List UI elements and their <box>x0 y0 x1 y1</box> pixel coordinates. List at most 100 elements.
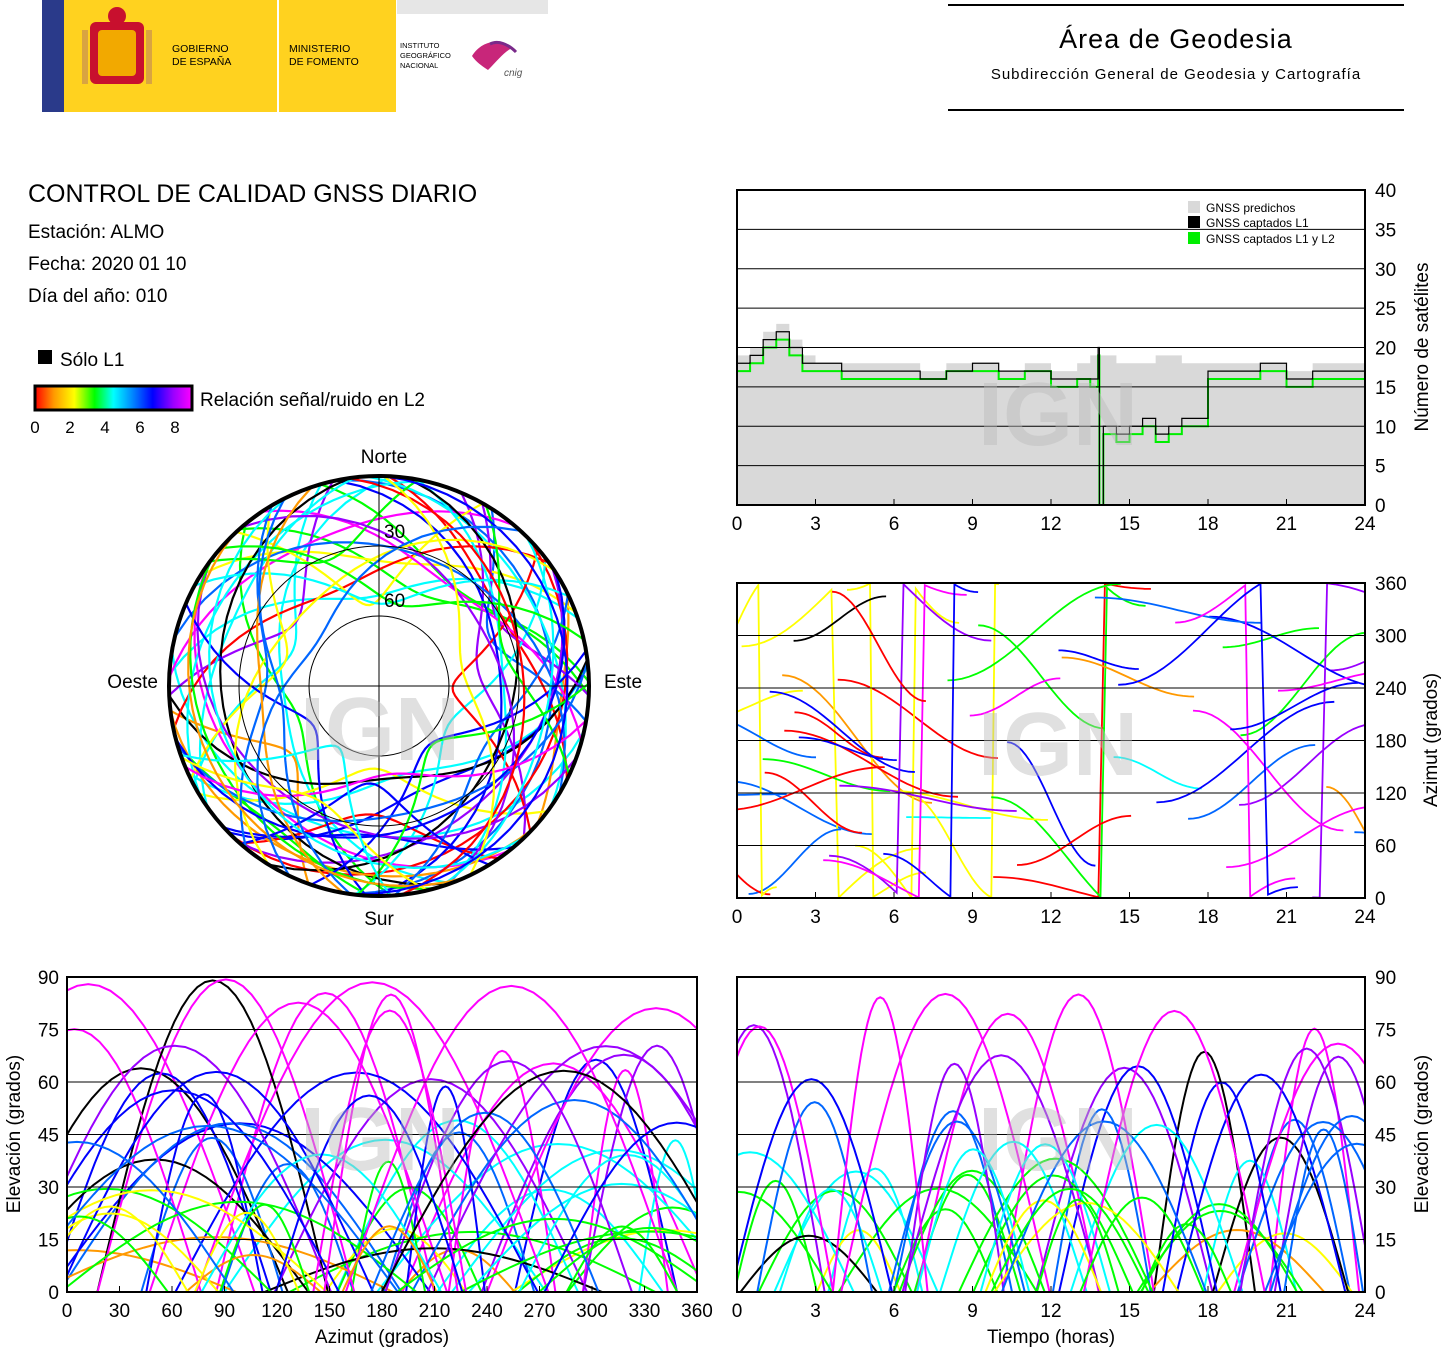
legend: Sólo L1 Relación señal/ruido en L2 0 2 4… <box>30 350 425 437</box>
elev-azimuth-track <box>67 1189 328 1292</box>
x-tick-label: 21 <box>1276 907 1297 928</box>
area-header: Área de Geodesia Subdirección General de… <box>948 4 1404 112</box>
elev-azimuth-track <box>140 1136 284 1292</box>
ring-label-60: 60 <box>384 591 405 612</box>
azimuth-track <box>737 689 803 713</box>
sky-track <box>184 719 587 797</box>
azimuth-track <box>837 678 998 759</box>
x-tick-label: 300 <box>576 1301 608 1322</box>
sky-track <box>239 813 499 860</box>
elev-azimuth-track <box>384 1060 633 1292</box>
legend-swatch-predicted <box>1188 201 1200 213</box>
azimuth-track <box>1094 596 1262 624</box>
azimuth-track <box>832 590 926 702</box>
azimuth-track <box>1277 672 1365 692</box>
elev-time-track <box>904 1062 1005 1292</box>
elev-time-track <box>898 1169 1046 1292</box>
num-sats-legend: GNSS predichos GNSS captados L1 GNSS cap… <box>1188 201 1335 246</box>
azimuth-time-chart: 0 3 6 9 12 15 18 21 24 0 60 120 180 240 300 360 Azimut… <box>732 574 1442 928</box>
ministry-line2: DE FOMENTO <box>289 56 359 68</box>
x-tick-label: 210 <box>419 1301 451 1322</box>
elev-time-track <box>1263 1142 1365 1292</box>
elev-time-track <box>990 1187 1150 1292</box>
azimuth-track <box>947 583 1121 682</box>
sky-track <box>383 476 496 876</box>
elev-azimuth-track <box>517 1237 697 1292</box>
inst-line2: GEOGRÁFICO <box>400 51 451 60</box>
num-sats-frame <box>736 189 1366 506</box>
elev-azimuth-track <box>67 1212 220 1292</box>
area-rules <box>948 4 1404 111</box>
snr-tick: 8 <box>170 418 179 437</box>
azimuth-track <box>1113 756 1202 790</box>
header-logos: GOBIERNO DE ESPAÑA MINISTERIO DE FOMENTO… <box>42 0 548 112</box>
sky-track <box>310 650 587 886</box>
sky-track <box>240 782 490 866</box>
elev-time-track <box>1136 1209 1304 1292</box>
sky-track <box>169 659 589 786</box>
azimuth-track <box>737 583 777 898</box>
azimuth-track <box>737 873 771 896</box>
azimuth-track <box>829 583 992 895</box>
sky-track <box>181 756 429 892</box>
elev-azimuth-track <box>67 1205 189 1292</box>
snr-label: Relación señal/ruido en L2 <box>200 390 425 411</box>
elev-azimuth-track <box>350 1160 427 1292</box>
azimuth-track <box>883 583 979 898</box>
x-tick-label: 21 <box>1276 1301 1297 1322</box>
elev-azimuth-track <box>264 1247 603 1292</box>
ministry-panel <box>278 0 396 112</box>
y-tick-label: 45 <box>38 1126 59 1147</box>
sky-track <box>356 682 589 896</box>
x-tick-label: 6 <box>889 1301 900 1322</box>
x-tick-label: 15 <box>1119 907 1140 928</box>
x-tick-label: 0 <box>62 1301 73 1322</box>
azimuth-track <box>748 828 842 895</box>
elev-azimuth-track <box>96 978 356 1292</box>
y-tick-label: 25 <box>1375 299 1396 320</box>
elevation-azimuth-frame <box>66 976 698 1293</box>
elev-time-track <box>1175 1073 1347 1292</box>
sky-track <box>451 548 540 832</box>
elev-time-track <box>737 1024 826 1292</box>
elev-time-track <box>993 1201 1180 1292</box>
sky-track <box>189 505 289 780</box>
west-label: Oeste <box>107 672 158 693</box>
elev-azimuth-track <box>447 1049 557 1292</box>
inst-line1: INSTITUTO <box>400 41 440 50</box>
elev-azimuth-track <box>380 1069 697 1292</box>
ring-label-30: 30 <box>384 522 405 543</box>
legend-l1: GNSS captados L1 <box>1206 216 1309 230</box>
y-tick-label: 15 <box>38 1231 59 1252</box>
elev-azimuth-track <box>67 1124 399 1292</box>
x-tick-label: 9 <box>967 907 978 928</box>
gov-line2: DE ESPAÑA <box>172 55 231 68</box>
y-tick-label: 30 <box>1375 260 1396 281</box>
sky-track <box>235 502 484 607</box>
elev-azimuth-track <box>323 993 459 1292</box>
legend-swatch-l1l2 <box>1188 232 1200 244</box>
sky-track <box>208 495 526 870</box>
snr-tick: 4 <box>100 418 109 437</box>
elev-azimuth-track <box>67 1158 310 1292</box>
sky-track <box>187 533 466 888</box>
azimuth-track <box>1326 786 1365 834</box>
y-tick-label: 30 <box>1375 1178 1396 1199</box>
elev-azimuth-track <box>405 1085 486 1292</box>
south-label: Sur <box>364 909 394 930</box>
elev-azimuth-track <box>312 1009 468 1292</box>
y-tick-label: 180 <box>1375 732 1407 753</box>
x-tick-label: 18 <box>1197 907 1218 928</box>
elev-time-track <box>1051 1108 1152 1292</box>
elev-azimuth-track <box>67 1200 418 1292</box>
elev-azimuth-track <box>566 1206 697 1292</box>
elevation-azimuth-xlabel: Azimut (grados) <box>315 1327 449 1348</box>
station-label: Estación: ALMO <box>28 222 165 243</box>
y-tick-label: 120 <box>1375 784 1407 805</box>
snr-tick: 0 <box>30 418 39 437</box>
elev-time-track <box>1202 1159 1298 1292</box>
azimuth-track <box>784 729 959 798</box>
y-tick-label: 60 <box>1375 837 1396 858</box>
azimuth-track <box>1239 724 1365 806</box>
azimuth-track <box>908 583 999 898</box>
